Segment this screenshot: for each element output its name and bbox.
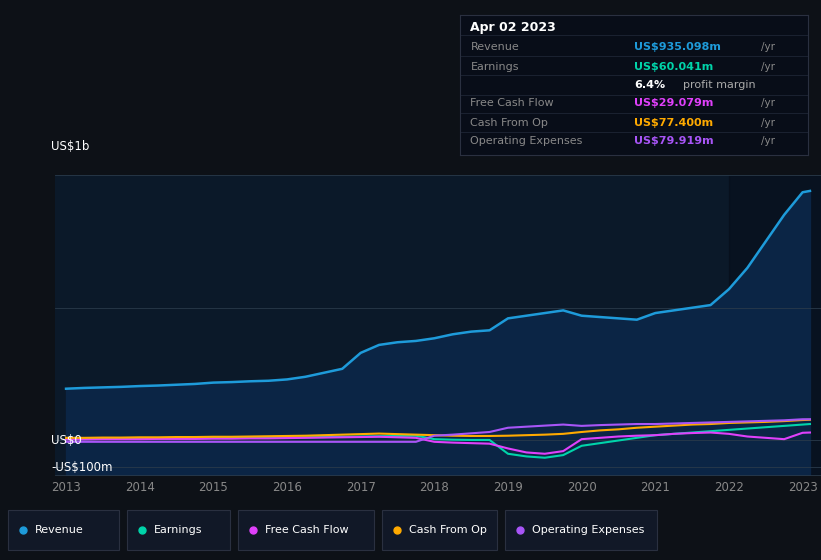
Bar xyxy=(729,175,821,475)
FancyBboxPatch shape xyxy=(127,510,230,550)
Text: Revenue: Revenue xyxy=(35,525,84,535)
Text: Free Cash Flow: Free Cash Flow xyxy=(470,98,554,108)
Text: Cash From Op: Cash From Op xyxy=(409,525,487,535)
Text: Revenue: Revenue xyxy=(470,42,519,52)
Text: US$935.098m: US$935.098m xyxy=(634,42,721,52)
Text: US$60.041m: US$60.041m xyxy=(634,62,713,72)
Text: /yr: /yr xyxy=(761,136,775,146)
Text: Operating Expenses: Operating Expenses xyxy=(532,525,644,535)
Text: /yr: /yr xyxy=(761,62,775,72)
FancyBboxPatch shape xyxy=(238,510,374,550)
Text: US$79.919m: US$79.919m xyxy=(634,136,713,146)
Text: Operating Expenses: Operating Expenses xyxy=(470,136,583,146)
Text: US$0: US$0 xyxy=(51,434,81,447)
Text: /yr: /yr xyxy=(761,98,775,108)
Text: /yr: /yr xyxy=(761,118,775,128)
Text: US$77.400m: US$77.400m xyxy=(634,118,713,128)
Text: Cash From Op: Cash From Op xyxy=(470,118,548,128)
FancyBboxPatch shape xyxy=(382,510,497,550)
Text: Earnings: Earnings xyxy=(470,62,519,72)
Text: Free Cash Flow: Free Cash Flow xyxy=(265,525,349,535)
Text: -US$100m: -US$100m xyxy=(51,460,112,474)
Text: Earnings: Earnings xyxy=(154,525,203,535)
Text: profit margin: profit margin xyxy=(683,80,755,90)
Text: 6.4%: 6.4% xyxy=(634,80,665,90)
Text: /yr: /yr xyxy=(761,42,775,52)
FancyBboxPatch shape xyxy=(505,510,657,550)
Text: Apr 02 2023: Apr 02 2023 xyxy=(470,21,556,34)
Text: US$1b: US$1b xyxy=(51,139,89,152)
Text: US$29.079m: US$29.079m xyxy=(634,98,713,108)
FancyBboxPatch shape xyxy=(8,510,119,550)
